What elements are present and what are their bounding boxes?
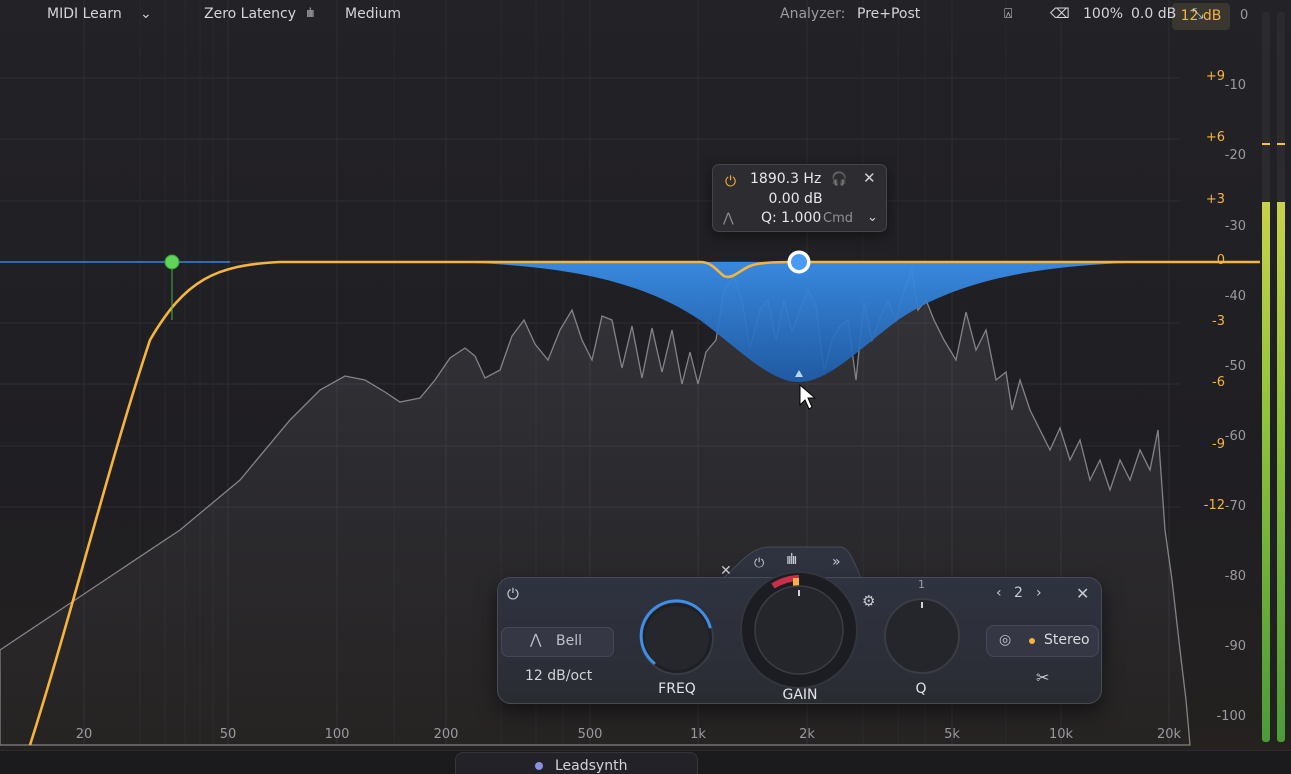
freq-axis-label: 500 — [577, 727, 603, 742]
level-meter-left — [1262, 12, 1270, 742]
band-shape-label: Bell — [556, 633, 582, 649]
gain-scale-label: -3 — [1212, 314, 1225, 329]
quality-bars-icon: ıılıı — [306, 6, 315, 20]
freq-axis-label: 5k — [944, 727, 960, 742]
split-scissors-icon[interactable]: ✂ — [1036, 668, 1050, 687]
lowcut-band-node[interactable] — [164, 254, 180, 270]
display-range-badge[interactable]: 12 dB — [1172, 3, 1230, 30]
trash-icon[interactable]: ⌫ — [1050, 6, 1070, 22]
db-scale-label: -20 — [1224, 148, 1246, 163]
tooltip-gain: 0.00 dB — [768, 191, 823, 207]
meter-zero-label: 0 — [1240, 8, 1249, 23]
freq-axis-label: 20 — [75, 727, 93, 742]
band-tooltip: ⏻ 1890.3 Hz 🎧 ✕ 0.00 dB ⋀ Q: 1.000 Cmd ⌄ — [712, 164, 887, 232]
analyzer-mode-button[interactable]: Pre+Post — [857, 6, 921, 22]
db-scale-label: -90 — [1224, 639, 1246, 654]
db-scale-label: -30 — [1224, 219, 1246, 234]
q-knob-top-marker: 1 — [918, 578, 925, 591]
db-scale-label: -70 — [1224, 499, 1246, 514]
gain-scale-label: +6 — [1205, 130, 1225, 145]
db-scale-label: -40 — [1224, 289, 1246, 304]
band-prev-arrow-icon[interactable]: ‹ — [996, 585, 1002, 601]
gain-scale-label: +3 — [1205, 192, 1225, 207]
analyzer-label: Analyzer: — [780, 6, 846, 22]
gain-knob-label: GAIN — [782, 687, 818, 703]
db-scale-label: -10 — [1224, 78, 1246, 93]
eq-curve — [28, 260, 1260, 746]
band-number: 2 — [1014, 585, 1023, 601]
band-enable-power-icon[interactable]: ⏻ — [507, 585, 519, 603]
band-2-fill — [420, 262, 1180, 382]
stereo-mode-label: Stereo — [1044, 632, 1090, 648]
tooltip-frequency: 1890.3 Hz — [750, 171, 822, 187]
band-power-icon[interactable]: ⏻ — [725, 174, 737, 190]
freq-axis-label: 100 — [324, 727, 350, 742]
bell-shape-icon: ⋀ — [530, 632, 542, 648]
stereo-indicator-dot — [1029, 638, 1035, 644]
freq-knob[interactable] — [636, 597, 718, 679]
band-slope-selector[interactable]: 12 dB/oct — [525, 668, 593, 684]
tooltip-modifier-hint: Cmd — [823, 211, 853, 226]
freq-knob-label: FREQ — [658, 681, 696, 697]
freq-axis-label: 50 — [219, 727, 237, 742]
db-scale-label: -50 — [1224, 359, 1246, 374]
band-settings-gear-icon[interactable]: ⚙ — [862, 592, 876, 610]
expand-arrows-icon[interactable]: » — [832, 554, 841, 570]
q-knob[interactable] — [881, 596, 963, 676]
gain-scale-label: -12 — [1203, 498, 1225, 513]
band-next-arrow-icon[interactable]: › — [1036, 585, 1042, 601]
gain-scale-label: -6 — [1212, 375, 1225, 390]
midi-device-icon[interactable]: ⍓ — [1004, 6, 1013, 22]
freq-axis-label: 10k — [1048, 727, 1074, 742]
latency-mode-button[interactable]: Zero Latency — [204, 6, 297, 22]
gain-scale-label: +9 — [1205, 69, 1225, 84]
instance-name[interactable]: Leadsynth — [555, 758, 628, 774]
solo-headphones-icon[interactable]: 🎧 — [831, 172, 848, 187]
tooltip-close-icon[interactable]: ✕ — [863, 169, 876, 187]
midi-learn-button[interactable]: MIDI Learn — [47, 6, 122, 22]
freq-axis-label: 2k — [799, 727, 815, 742]
fullscreen-arrows-icon[interactable]: ⤡ — [1192, 6, 1204, 22]
gain-scale-label: 0 — [1216, 253, 1225, 268]
db-scale-label: -80 — [1224, 569, 1246, 584]
band-remove-icon[interactable]: ✕ — [720, 563, 732, 579]
stereo-placement-button[interactable]: ◎ Stereo — [986, 625, 1099, 657]
freq-axis-label: 200 — [433, 727, 459, 742]
db-scale-label: -100 — [1216, 709, 1246, 724]
zoom-value[interactable]: 100% — [1083, 6, 1124, 22]
stereo-rings-icon: ◎ — [999, 632, 1012, 648]
freq-axis-label: 1k — [690, 727, 706, 742]
band-shape-button[interactable]: ⋀ Bell — [501, 627, 614, 657]
q-knob-label: Q — [915, 681, 927, 697]
instance-color-dot — [535, 762, 543, 770]
dynamic-icon[interactable]: ıılıı — [786, 552, 798, 568]
chevron-down-icon[interactable]: ⌄ — [867, 210, 878, 225]
band-bypass-power-icon[interactable]: ⏻ — [754, 556, 765, 571]
output-gain-value[interactable]: 0.0 dB — [1131, 6, 1177, 22]
level-meter-right — [1277, 12, 1285, 742]
q-handle-icon[interactable] — [795, 370, 803, 377]
freq-axis-label: 20k — [1156, 727, 1182, 742]
mouse-cursor-icon — [799, 383, 817, 410]
midi-learn-chevron-icon[interactable]: ⌄ — [140, 6, 152, 22]
bell-shape-icon: ⋀ — [723, 211, 734, 226]
db-scale-label: -60 — [1224, 429, 1246, 444]
gain-knob[interactable] — [739, 570, 859, 690]
quality-button[interactable]: Medium — [345, 6, 401, 22]
panel-close-icon[interactable]: ✕ — [1076, 584, 1090, 603]
instance-tab[interactable] — [455, 752, 698, 774]
gain-scale-label: -9 — [1212, 437, 1225, 452]
tooltip-q: Q: 1.000 — [761, 210, 822, 226]
